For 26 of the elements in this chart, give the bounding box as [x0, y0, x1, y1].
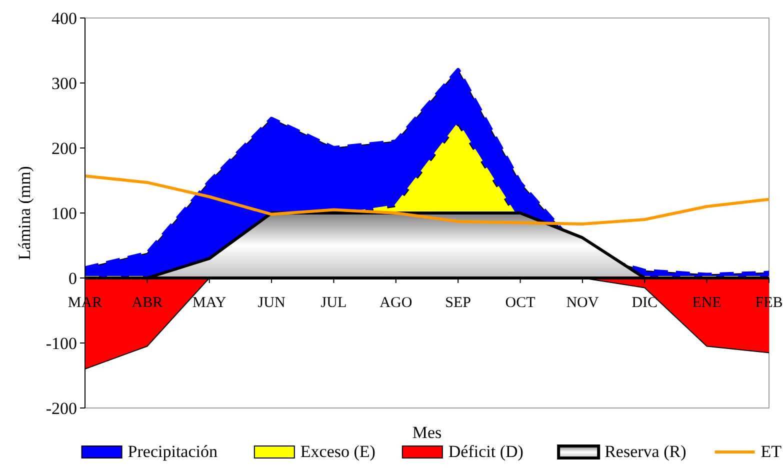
x-tick-label: SEP — [445, 295, 472, 311]
x-tick-label: AGO — [380, 295, 412, 311]
x-tick-label: JUN — [258, 295, 286, 311]
y-tick-label: -100 — [46, 334, 77, 353]
x-tick-label: JUL — [320, 295, 347, 311]
x-tick-label: ENE — [692, 295, 722, 311]
x-tick-label: ABR — [132, 295, 163, 311]
y-tick-label: -200 — [46, 398, 77, 418]
y-tick-label: 300 — [52, 74, 77, 93]
x-axis-title: Mes — [412, 423, 442, 442]
y-tick-label: 0 — [68, 268, 77, 288]
y-tick-label: 100 — [52, 204, 77, 223]
x-tick-label: MAR — [68, 295, 102, 311]
legend-label: Exceso (E) — [300, 442, 376, 461]
x-tick-label: MAY — [192, 295, 226, 311]
x-tick-label: OCT — [505, 295, 536, 311]
legend-label: Déficit (D) — [448, 442, 524, 461]
legend-label: ET — [760, 442, 782, 461]
x-tick-label: DIC — [632, 295, 658, 311]
line-series — [84, 174, 770, 226]
legend-label: Precipitación — [128, 442, 218, 461]
y-axis-title: Lámina (mm) — [15, 166, 34, 260]
legend-label: Reserva (R) — [604, 442, 686, 461]
x-tick-label: NOV — [566, 295, 599, 311]
y-tick-label: 400 — [52, 8, 77, 28]
y-tick-label: 200 — [52, 138, 77, 158]
